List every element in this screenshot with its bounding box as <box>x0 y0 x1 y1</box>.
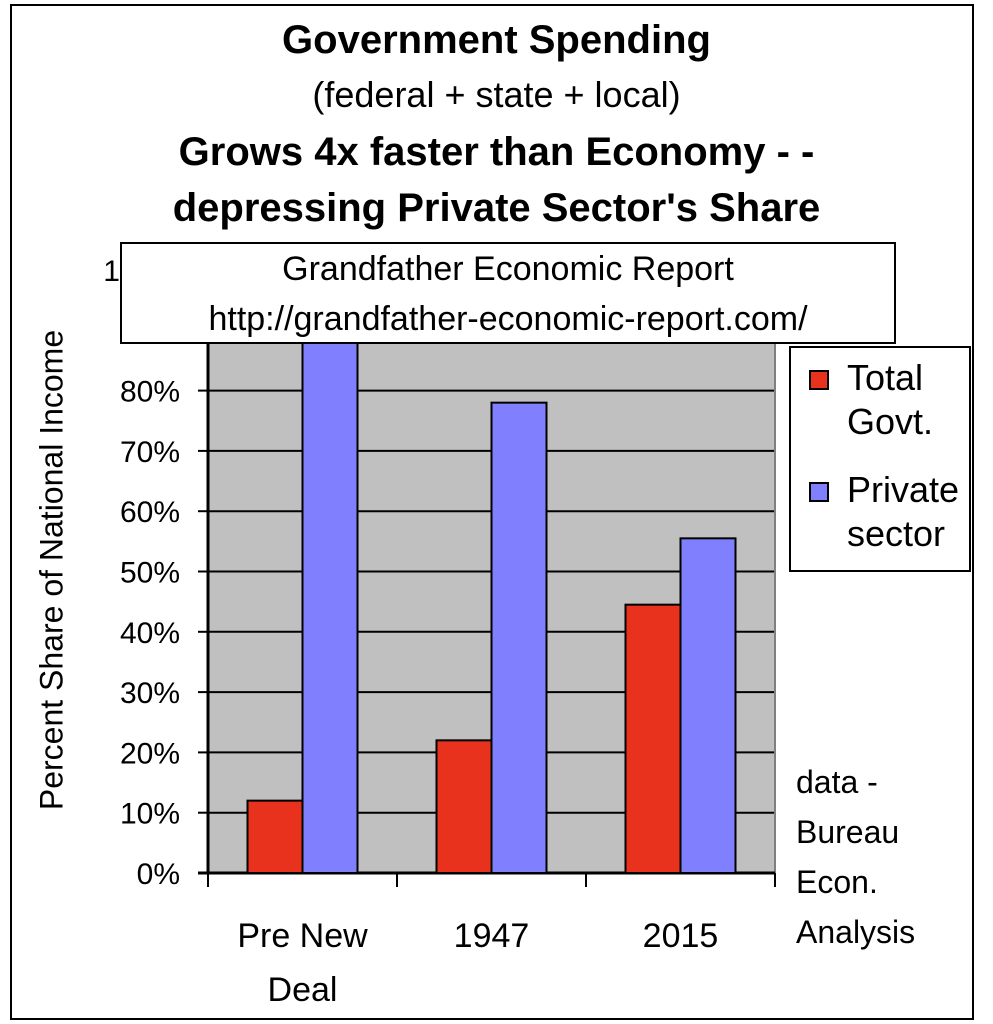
legend-label-private-sector-line1: Private <box>847 469 960 510</box>
y-tick-label-0: 0% <box>137 858 180 891</box>
source-box: Grandfather Economic Report http://grand… <box>120 242 896 344</box>
y-tick-label-10: 10% <box>120 798 180 831</box>
y-tick-label-40: 40% <box>120 617 180 650</box>
source-name: Grandfather Economic Report <box>282 250 734 288</box>
bar-total-0 <box>246 799 304 875</box>
y-tick-label-50: 50% <box>120 557 180 590</box>
bar-private-1 <box>490 401 548 874</box>
legend-swatch-total-govt <box>809 370 829 390</box>
chart-title: Government Spending <box>282 18 711 62</box>
legend-label-private-sector: Private sector <box>847 468 959 556</box>
bar-private-2 <box>679 537 737 875</box>
note-line-3: Econ. <box>796 864 878 900</box>
note-line-2: Bureau <box>796 814 900 850</box>
legend-label-total-govt-line1: Total <box>847 357 924 398</box>
y-tick-label-60: 60% <box>120 496 180 529</box>
bar-total-1 <box>435 739 493 875</box>
source-url: http://grandfather-economic-report.com/ <box>208 300 808 338</box>
legend-label-private-sector-line2: sector <box>847 513 946 554</box>
legend-swatch-private-sector <box>809 482 829 502</box>
y-tick-label-20: 20% <box>120 737 180 770</box>
data-source-note: data - Bureau Econ. Analysis <box>796 757 915 957</box>
bar-total-2 <box>624 603 682 874</box>
note-line-1: data - <box>796 764 878 800</box>
chart-headline-line2: depressing Private Sector's Share <box>172 186 821 230</box>
y-tick-label-70: 70% <box>120 436 180 469</box>
chart-headline-line1: Grows 4x faster than Economy - - <box>178 130 815 174</box>
legend-label-total-govt-line2: Govt. <box>847 401 934 442</box>
x-tick-label-1: 1947 <box>454 917 530 955</box>
y-tick-label-80: 80% <box>120 376 180 409</box>
x-tick-label-2: 2015 <box>643 917 719 955</box>
x-tick-label-0: Pre New <box>237 917 368 955</box>
x-tick-label-0-line2: Deal <box>268 971 338 1009</box>
legend-label-total-govt: Total Govt. <box>847 356 933 444</box>
note-line-4: Analysis <box>796 914 916 950</box>
y-axis-label-text: Percent Share of National Income <box>33 329 70 811</box>
y-tick-label-30: 30% <box>120 677 180 710</box>
legend: Total Govt. Private sector <box>789 346 971 572</box>
chart-subtitle: (federal + state + local) <box>312 74 681 115</box>
bar-private-0 <box>301 341 359 874</box>
